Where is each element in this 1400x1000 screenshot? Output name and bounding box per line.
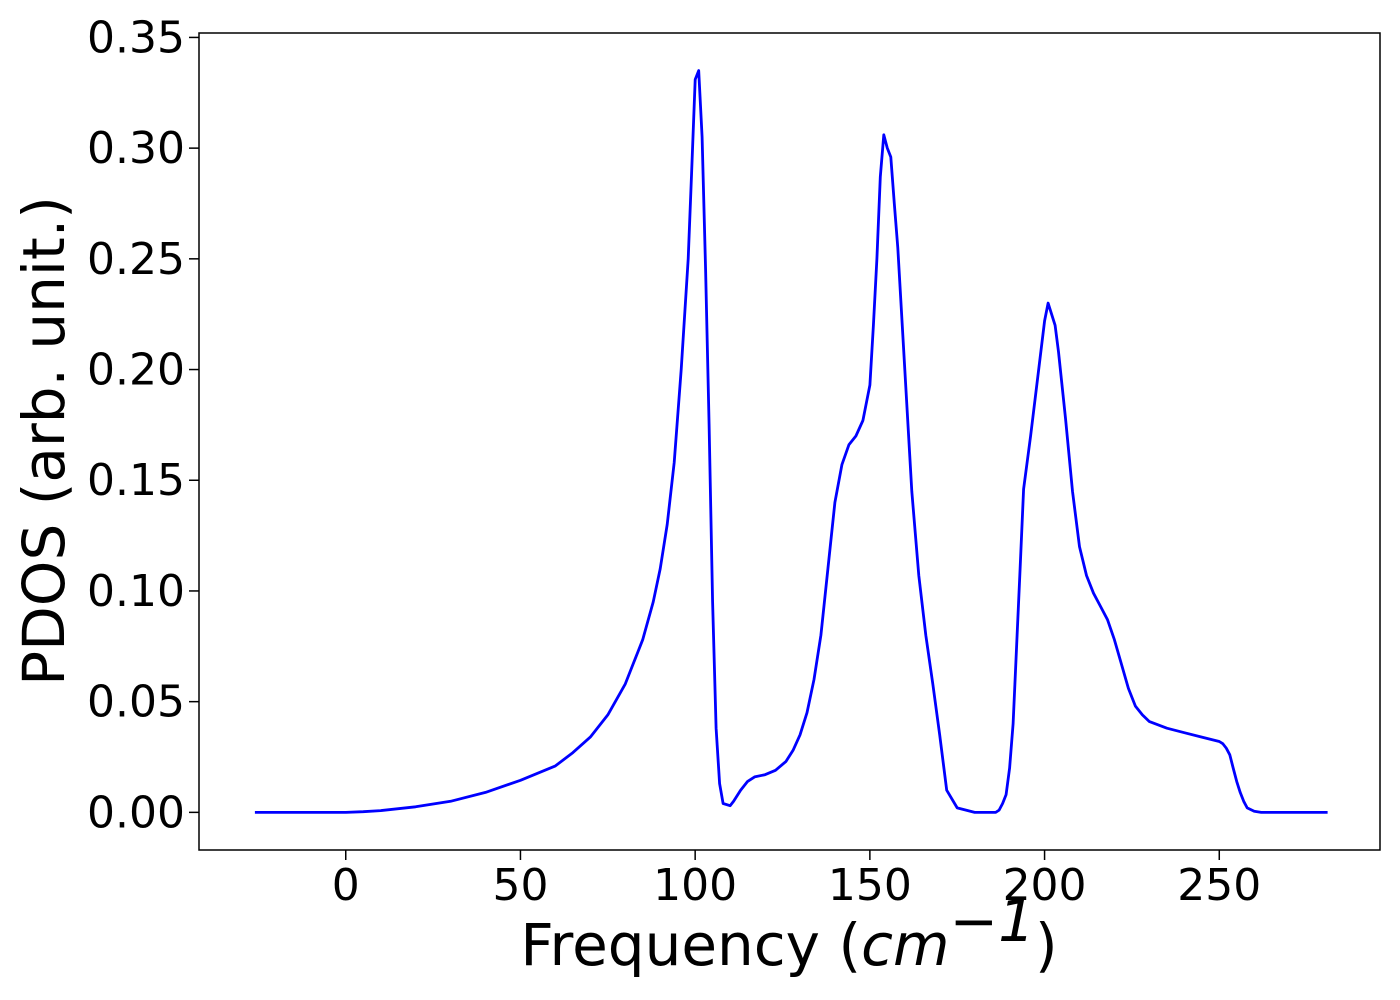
- x-tick-label: 150: [828, 860, 912, 911]
- x-axis-label-sup: −1: [949, 887, 1035, 955]
- x-tick-label: 0: [332, 860, 360, 911]
- x-axis-label-prefix: Frequency (: [520, 911, 861, 979]
- y-tick-label: 0.20: [87, 345, 185, 396]
- y-axis-label: PDOS (arb. unit.): [10, 196, 78, 686]
- x-axis-label: Frequency (cm−1): [520, 887, 1057, 979]
- y-tick-label: 0.10: [87, 566, 185, 617]
- x-tick-label: 100: [653, 860, 737, 911]
- x-axis-label-suffix: ): [1035, 911, 1058, 979]
- x-tick-label: 50: [492, 860, 548, 911]
- plot-area: [198, 32, 1381, 851]
- y-tick-label: 0.00: [87, 787, 185, 838]
- y-axis-ticks: 0.00 0.05 0.10 0.15 0.20 0.25 0.30 0.35: [87, 12, 199, 838]
- x-tick-label: 200: [1003, 860, 1087, 911]
- x-axis-label-math: cm: [861, 911, 949, 979]
- y-tick-label: 0.25: [87, 234, 185, 285]
- series-line-0: [254, 69, 1328, 814]
- x-tick-label: 250: [1177, 860, 1261, 911]
- x-axis-ticks: 0 50 100 150 200 250: [332, 850, 1261, 911]
- y-tick-label: 0.35: [87, 12, 185, 63]
- y-tick-label: 0.15: [87, 455, 185, 506]
- y-tick-label: 0.05: [87, 677, 185, 728]
- y-tick-label: 0.30: [87, 123, 185, 174]
- series-layer: [254, 69, 1328, 814]
